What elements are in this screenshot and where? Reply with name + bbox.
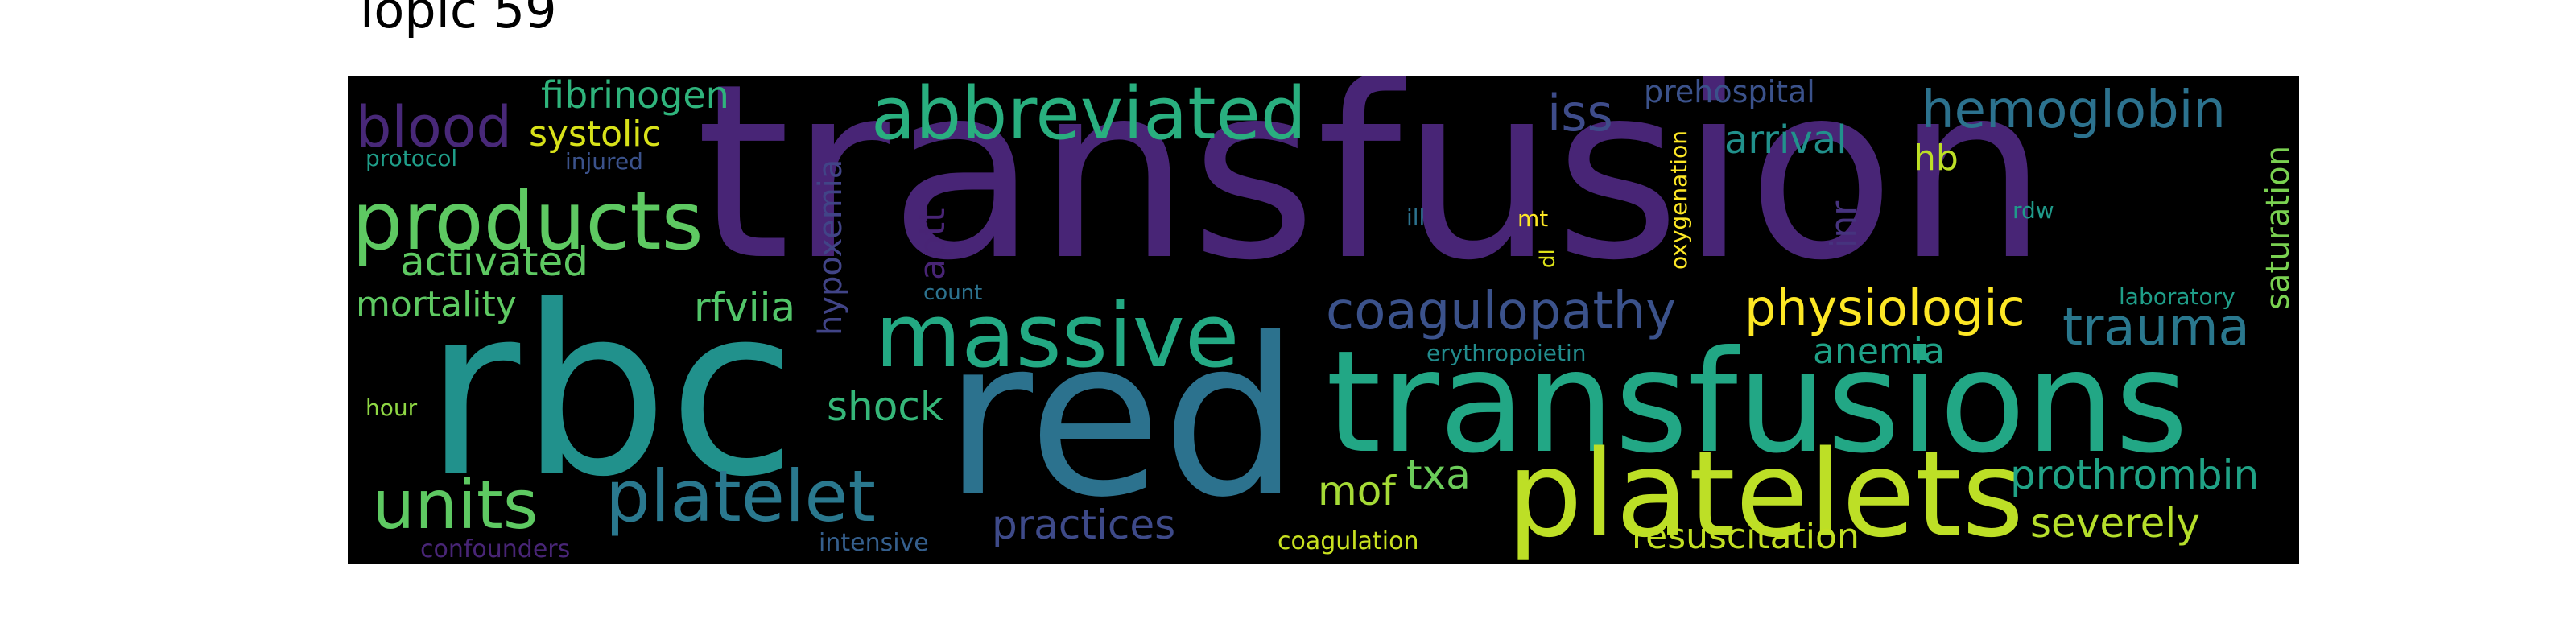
word-physiologic: physiologic [1744,279,2025,337]
word-blood: blood [356,94,512,160]
word-rdw: rdw [2013,197,2054,224]
word-oxygenation: oxygenation [1666,130,1692,270]
figure-title: Topic 59 [352,0,557,39]
word-products: products [352,174,704,268]
word-shock: shock [827,383,943,430]
word-severely: severely [2030,500,2200,547]
word-coagulopathy: coagulopathy [1326,282,1677,341]
word-transfusions: transfusions [1326,321,2189,485]
word-erythropoietin: erythropoietin [1426,340,1587,366]
word-aptt: aptt [912,208,953,280]
word-units: units [372,465,539,544]
word-platelet: platelet [605,455,876,538]
word-prehospital: prehospital [1644,76,1815,109]
word-mof: mof [1318,468,1396,514]
word-inr: inr [1823,200,1864,248]
word-transfusion: transfusion [696,76,2049,313]
word-rbc: rbc [424,257,797,528]
word-iss: iss [1547,84,1613,142]
word-laboratory: laboratory [2119,283,2235,310]
word-fibrinogen: fibrinogen [541,76,729,117]
word-massive: massive [875,284,1240,387]
word-cloud: transfusion rbc red transfusions platele… [348,76,2299,564]
word-txa: txa [1406,452,1471,498]
word-activated: activated [400,238,588,285]
word-prothrombin: prothrombin [2010,452,2260,498]
word-rfviia: rfviia [694,284,796,331]
word-trauma: trauma [2062,298,2250,357]
word-practices: practices [992,502,1176,548]
word-systolic: systolic [529,114,662,155]
word-count: count [923,281,983,305]
word-platelets: platelets [1507,425,2025,564]
word-mt: mt [1517,205,1549,232]
word-confounders: confounders [420,535,571,564]
word-arrival: arrival [1724,118,1847,163]
word-hemoglobin: hemoglobin [1922,80,2226,140]
word-hb: hb [1913,138,1959,179]
word-red: red [943,291,1300,545]
word-anemia: anemia [1813,331,1945,372]
word-abbreviated: abbreviated [871,76,1307,156]
word-injured: injured [565,148,643,175]
word-protocol: protocol [365,145,458,171]
word-coagulation: coagulation [1278,527,1419,555]
word-hypoxemia: hypoxemia [812,159,849,336]
word-saturation: saturation [2260,146,2297,310]
word-intensive: intensive [819,529,929,557]
word-mortality: mortality [356,284,517,325]
word-resuscitation: resuscitation [1632,516,1860,557]
word-hour: hour [365,394,418,421]
word-ill: ill [1406,204,1426,231]
word-dl: dl [1536,249,1560,268]
